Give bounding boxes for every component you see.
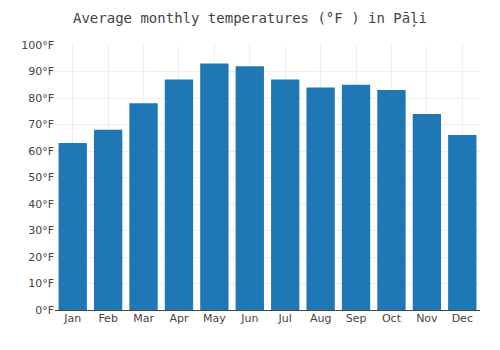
svg-text:Average monthly temperatures (: Average monthly temperatures (°F ) in Pā… (73, 10, 427, 27)
svg-text:100°F: 100°F (21, 39, 54, 52)
svg-text:50°F: 50°F (28, 171, 54, 184)
svg-text:Jan: Jan (63, 312, 81, 325)
svg-text:20°F: 20°F (28, 251, 54, 264)
svg-text:Jul: Jul (278, 312, 292, 325)
svg-text:Jun: Jun (240, 312, 258, 325)
svg-text:30°F: 30°F (28, 224, 54, 237)
svg-text:Oct: Oct (382, 312, 402, 325)
svg-text:May: May (203, 312, 226, 325)
svg-text:10°F: 10°F (28, 277, 54, 290)
svg-text:90°F: 90°F (28, 65, 54, 78)
svg-text:0°F: 0°F (35, 304, 54, 317)
svg-text:Sep: Sep (346, 312, 367, 325)
svg-text:80°F: 80°F (28, 92, 54, 105)
svg-text:Dec: Dec (452, 312, 473, 325)
svg-text:Mar: Mar (133, 312, 154, 325)
svg-text:60°F: 60°F (28, 145, 54, 158)
svg-text:Nov: Nov (416, 312, 438, 325)
svg-text:70°F: 70°F (28, 118, 54, 131)
svg-text:Feb: Feb (98, 312, 117, 325)
svg-text:40°F: 40°F (28, 198, 54, 211)
svg-text:Apr: Apr (169, 312, 189, 325)
svg-text:Aug: Aug (310, 312, 331, 325)
